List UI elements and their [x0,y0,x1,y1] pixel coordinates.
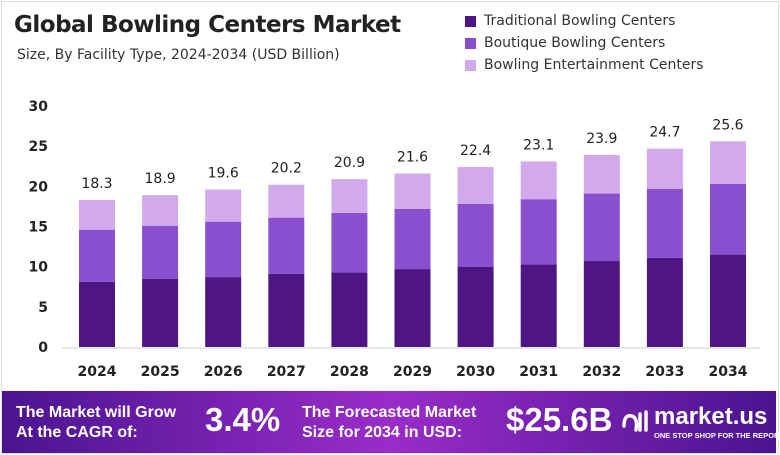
bar-segment-traditional [583,261,620,347]
total-label: 21.6 [397,149,428,165]
x-tick-label: 2028 [330,364,369,380]
y-tick-label: 0 [38,340,48,356]
x-tick-label: 2027 [267,364,306,380]
bar-segment-entertainment [79,199,115,230]
total-label: 19.6 [208,166,239,182]
total-label: 23.1 [523,137,554,153]
bar-segment-traditional [520,264,557,347]
y-tick-label: 30 [29,99,49,115]
legend-item-boutique: Boutique Bowling Centers [465,32,704,54]
cagr-label: The Market will Grow At the CAGR of: [16,403,176,443]
market-us-logo: market.us ONE STOP SHOP FOR THE REPORTS [620,403,780,440]
legend-swatch [465,59,476,71]
bar-segment-entertainment [646,148,683,189]
bar-segment-traditional [268,273,305,347]
forecast-value: $25.6B [506,401,613,438]
bar-segment-entertainment [520,161,557,200]
bar-segment-boutique [646,188,683,258]
y-tick-label: 25 [29,139,48,155]
x-tick-label: 2024 [78,364,117,380]
bar-segment-entertainment [142,195,179,226]
x-tick-label: 2034 [709,364,748,380]
forecast-label: The Forecasted Market Size for 2034 in US… [302,403,476,443]
bar-segment-traditional [331,272,368,347]
bar-segment-boutique [394,208,431,270]
legend-swatch [465,37,476,49]
bar-segment-boutique [710,183,746,255]
x-tick-label: 2030 [456,364,495,380]
bar-segment-boutique [79,229,115,282]
y-tick-label: 5 [38,300,48,316]
bar-segment-boutique [457,204,494,267]
total-label: 20.2 [271,161,302,177]
total-label: 18.3 [81,176,112,192]
x-tick-label: 2032 [582,364,621,380]
bar-segment-boutique [205,221,242,278]
logo-name: market.us [654,403,768,430]
summary-banner: The Market will Grow At the CAGR of: 3.4%… [2,391,780,453]
bar-segment-traditional [205,277,242,347]
total-label: 22.4 [460,143,491,159]
bar-segment-entertainment [394,173,431,209]
cagr-label-line: At the CAGR of: [16,424,138,441]
legend: Traditional Bowling Centers Boutique Bow… [465,10,704,76]
total-label: 23.9 [586,131,617,147]
bar-segment-traditional [710,254,746,347]
bar-segment-traditional [79,281,115,347]
x-tick-label: 2033 [645,364,684,380]
bar-segment-entertainment [331,179,368,213]
chart-subtitle: Size, By Facility Type, 2024-2034 (USD B… [17,47,340,63]
total-label: 20.9 [334,155,365,171]
bar-chart: 05101520253018.3202418.9202519.6202620.2… [29,99,760,380]
legend-item-entertainment: Bowling Entertainment Centers [465,54,704,76]
total-label: 25.6 [712,117,743,133]
x-tick-label: 2031 [519,364,558,380]
legend-label: Traditional Bowling Centers [484,13,676,29]
y-tick-label: 15 [29,220,48,236]
total-label: 18.9 [145,171,176,187]
cagr-label-line: The Market will Grow [16,404,177,421]
logo-icon [622,409,648,432]
legend-label: Boutique Bowling Centers [484,35,666,51]
bar-segment-entertainment [457,167,494,205]
bar-segment-traditional [646,257,683,347]
bar-segment-boutique [331,212,368,273]
bar-segment-traditional [394,269,431,347]
bar-segment-traditional [457,266,494,347]
logo-tagline: ONE STOP SHOP FOR THE REPORTS [654,431,780,440]
bar-segment-boutique [268,217,305,274]
x-tick-label: 2029 [393,364,432,380]
forecast-label-line: The Forecasted Market [302,404,477,421]
bar-segment-boutique [520,199,557,265]
forecast-label-line: Size for 2034 in USD: [302,424,463,441]
bar-segment-boutique [142,225,179,279]
bar-segment-entertainment [205,189,242,222]
bar-segment-entertainment [710,141,746,184]
y-tick-label: 10 [29,260,49,276]
bar-segment-entertainment [268,184,305,218]
bar-segment-entertainment [583,155,620,194]
legend-item-traditional: Traditional Bowling Centers [465,10,704,32]
x-tick-label: 2025 [141,364,180,380]
chart-title: Global Bowling Centers Market [14,12,401,38]
x-tick-label: 2026 [204,364,243,380]
bar-segment-boutique [583,193,620,262]
legend-swatch [465,15,476,27]
cagr-value: 3.4% [205,401,281,438]
bar-segment-traditional [142,278,179,347]
total-label: 24.7 [649,125,680,141]
legend-label: Bowling Entertainment Centers [484,57,704,73]
y-tick-label: 20 [29,179,49,195]
